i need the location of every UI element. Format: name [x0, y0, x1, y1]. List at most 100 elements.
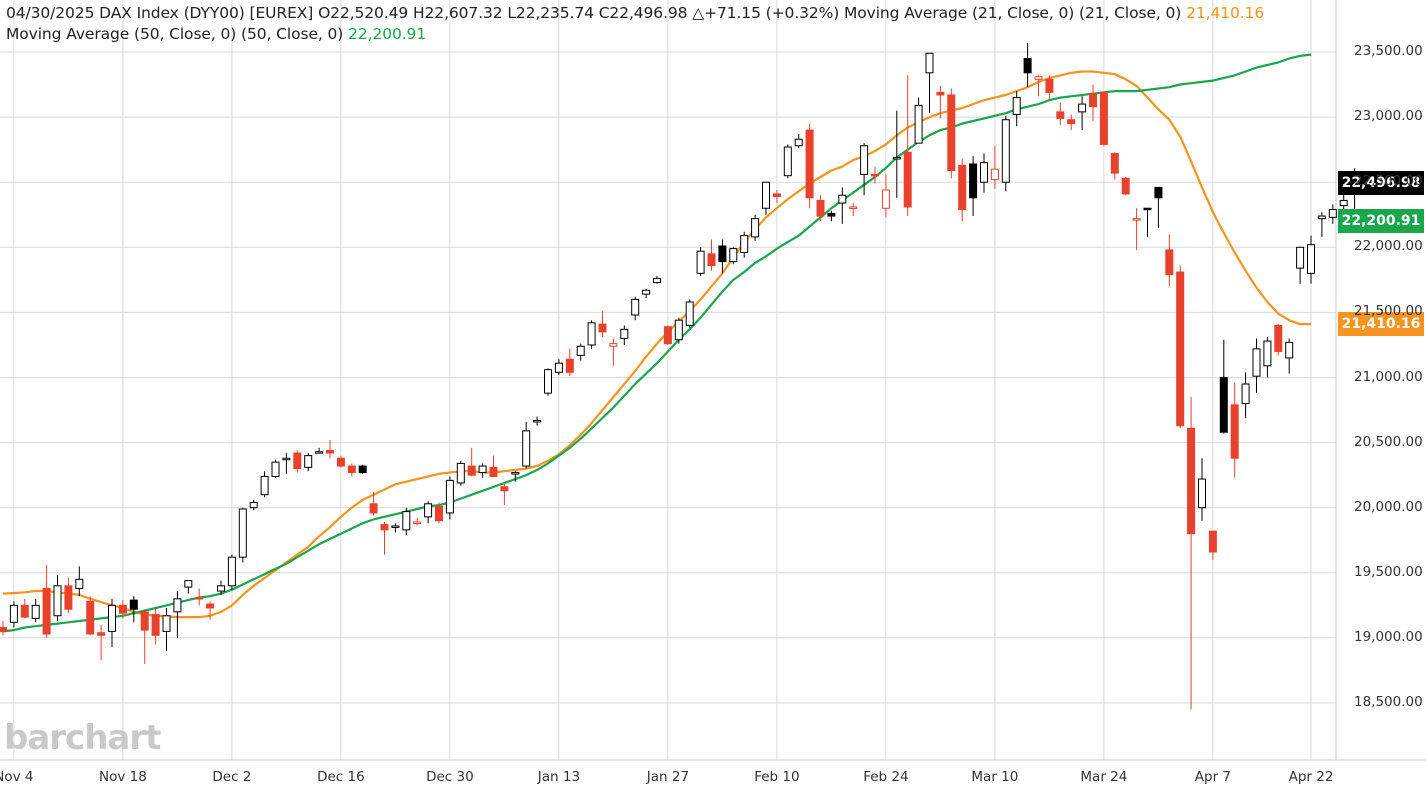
y-tick-label: 21,000.00 — [1354, 368, 1423, 385]
candle-body — [1187, 427, 1196, 535]
candle-body — [64, 585, 73, 610]
candle-body — [1208, 530, 1217, 553]
barchart-logo: barchart — [4, 718, 161, 758]
candle-body — [75, 578, 84, 589]
x-tick-label: Apr 7 — [1194, 769, 1232, 785]
candle-body — [1296, 246, 1305, 269]
candle-body — [1121, 177, 1130, 195]
candle-body — [1241, 383, 1250, 405]
candle-body — [620, 328, 629, 339]
candle-body — [762, 181, 770, 209]
candle-body — [402, 511, 411, 531]
y-tick-label: 19,000.00 — [1354, 628, 1423, 645]
candle-body — [849, 206, 858, 209]
candle-body — [118, 604, 127, 614]
candle-body — [718, 245, 727, 263]
x-tick-label: Jan 13 — [537, 769, 581, 785]
candle-body — [903, 151, 912, 208]
candle-body — [554, 362, 563, 373]
candle-body — [1132, 218, 1141, 221]
candle-body — [1285, 341, 1294, 359]
y-tick-label: 19,500.00 — [1354, 563, 1423, 580]
candle-body — [271, 461, 280, 477]
candle-body — [969, 163, 978, 199]
candle-body — [751, 218, 760, 238]
candle-body — [31, 604, 40, 619]
x-tick-label: Mar 10 — [971, 769, 1019, 785]
candle-body — [1078, 103, 1087, 113]
candle-body — [707, 253, 716, 267]
candle-body — [794, 138, 803, 147]
candle-body — [1023, 58, 1032, 74]
ma21-price-tag: 21,410.16 — [1338, 312, 1424, 337]
candle-body — [576, 345, 585, 356]
y-tick-label: 22,500.00 — [1354, 173, 1423, 190]
candle-body — [435, 505, 443, 522]
candle-body — [1328, 209, 1337, 218]
x-tick-label: Dec 2 — [212, 769, 252, 785]
candle-body — [315, 451, 324, 454]
candle-body — [151, 613, 160, 636]
candle-body — [598, 323, 607, 333]
candle-body — [838, 194, 847, 204]
candle-body — [860, 145, 869, 175]
candle-body — [445, 479, 454, 514]
candle-body — [129, 599, 138, 610]
candle-body — [1165, 249, 1174, 276]
candle-body — [511, 472, 520, 475]
candle-body — [1317, 215, 1326, 220]
candle-body — [358, 465, 367, 474]
candle-body — [195, 597, 204, 600]
x-tick-label: Nov 4 — [0, 769, 34, 785]
candle-body — [500, 486, 509, 492]
candle-body — [108, 604, 116, 632]
candle-body — [173, 598, 182, 613]
candle-body — [1198, 478, 1206, 509]
candle-body — [347, 465, 356, 474]
candle-body — [326, 449, 334, 454]
x-tick-label: Nov 18 — [98, 769, 147, 785]
candle-body — [1067, 119, 1076, 125]
candle-body — [522, 430, 531, 467]
candle-body — [936, 91, 945, 96]
candle-body — [990, 168, 999, 181]
candle-body — [489, 466, 498, 477]
candle-body — [86, 600, 95, 635]
candle-body — [783, 146, 792, 177]
candle-body — [544, 369, 552, 394]
candle-body — [467, 465, 476, 476]
candle-body — [772, 193, 781, 198]
candle-body — [260, 475, 269, 496]
candle-body — [631, 298, 640, 316]
candle-body — [1154, 186, 1163, 199]
y-tick-label: 21,500.00 — [1354, 303, 1423, 320]
candle-body — [587, 322, 596, 346]
x-tick-label: Dec 16 — [317, 769, 365, 785]
candle-body — [0, 626, 7, 632]
candle-body — [685, 301, 694, 326]
last-price-tag: 22,496.98 — [1338, 170, 1424, 195]
y-tick-label: 20,500.00 — [1354, 433, 1423, 450]
candle-body — [1339, 199, 1348, 207]
candle-body — [293, 452, 302, 470]
candle-body — [97, 632, 106, 636]
candle-body — [1110, 153, 1119, 174]
candle-body — [1263, 340, 1272, 367]
candle-body — [1307, 244, 1315, 274]
ma21-value: 21,410.16 — [1186, 4, 1265, 22]
x-tick-label: Mar 24 — [1080, 769, 1128, 785]
candle-body — [53, 585, 62, 617]
candle-body — [227, 556, 236, 587]
candle-body — [206, 603, 215, 609]
candle-body — [282, 457, 291, 461]
header-ohlc-text: 04/30/2025 DAX Index (DYY00) [EUREX] O22… — [6, 4, 1187, 22]
y-tick-label: 22,000.00 — [1354, 238, 1423, 255]
candle-body — [740, 235, 749, 254]
candle-body — [1252, 348, 1261, 377]
candle-body — [1056, 111, 1065, 119]
header-line-1: 04/30/2025 DAX Index (DYY00) [EUREX] O22… — [6, 4, 1264, 22]
x-tick-label: Feb 10 — [754, 769, 800, 785]
candle-body — [663, 326, 672, 345]
header-ma50-text: Moving Average (50, Close, 0) (50, Close… — [6, 25, 349, 43]
